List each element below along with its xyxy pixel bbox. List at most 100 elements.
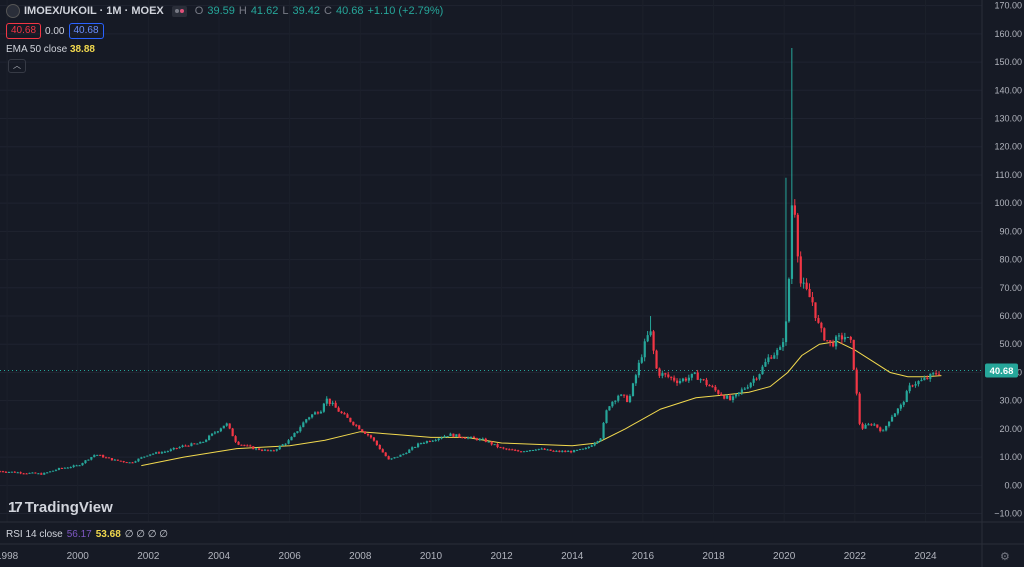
candle-body bbox=[84, 460, 87, 464]
candle-body bbox=[678, 380, 682, 383]
candle-body bbox=[60, 467, 64, 469]
candle-body bbox=[269, 450, 273, 452]
candle-body bbox=[767, 357, 770, 362]
ema-legend[interactable]: EMA 50 close 38.88 bbox=[6, 44, 95, 55]
candle-body bbox=[369, 435, 373, 438]
y-tick-label: 90.00 bbox=[999, 226, 1022, 236]
y-tick-label: 110.00 bbox=[995, 170, 1022, 180]
candle-body bbox=[387, 456, 390, 460]
candle-body bbox=[625, 395, 629, 402]
x-tick-label: 2020 bbox=[773, 551, 796, 562]
chevron-up-icon[interactable]: ︿ bbox=[8, 59, 26, 73]
candle-body bbox=[905, 391, 908, 403]
candle-body bbox=[849, 336, 852, 340]
candle-body bbox=[902, 402, 905, 405]
candle-body bbox=[493, 444, 496, 446]
candle-body bbox=[172, 447, 175, 450]
candle-body bbox=[708, 385, 711, 387]
x-tick-label: 2022 bbox=[844, 551, 867, 562]
candle-body bbox=[422, 442, 426, 444]
candle-body bbox=[207, 435, 211, 440]
candle-body bbox=[160, 452, 164, 454]
symbol-title[interactable]: IMOEX/UKOIL · 1M · MOEX bbox=[24, 5, 164, 17]
rsi-legend[interactable]: RSI 14 close 56.17 53.68 ∅ ∅ ∅ ∅ bbox=[6, 529, 168, 540]
candle-body bbox=[393, 457, 396, 459]
candle-body bbox=[611, 401, 614, 407]
price-boxes: 40.68 0.00 40.68 bbox=[6, 23, 104, 39]
candle-body bbox=[213, 432, 217, 434]
candle-body bbox=[340, 411, 343, 414]
candle-body bbox=[137, 458, 140, 462]
candle-body bbox=[99, 454, 102, 456]
candle-body bbox=[66, 467, 69, 469]
candle-body bbox=[102, 455, 105, 458]
candle-body bbox=[790, 205, 794, 279]
candle-body bbox=[690, 373, 693, 378]
rsi-label: RSI 14 close bbox=[6, 529, 63, 540]
high-value: 41.62 bbox=[250, 5, 279, 17]
candle-body bbox=[935, 373, 938, 375]
candle-body bbox=[764, 361, 767, 367]
open-value: 39.59 bbox=[207, 5, 235, 17]
candle-body bbox=[546, 449, 549, 451]
candle-body bbox=[882, 430, 885, 432]
last-price-label: 40.68 bbox=[990, 366, 1014, 377]
candle-body bbox=[305, 419, 308, 423]
rsi-value: 56.17 bbox=[66, 529, 92, 540]
sell-price-box[interactable]: 40.68 bbox=[6, 23, 42, 39]
tradingview-logo[interactable]: 17 TradingView bbox=[8, 499, 113, 516]
rsi-ma-value: 53.68 bbox=[95, 529, 121, 540]
candle-body bbox=[169, 449, 172, 452]
candle-body bbox=[358, 425, 361, 430]
candle-body bbox=[661, 373, 664, 376]
candle-body bbox=[116, 459, 119, 461]
buy-price-box[interactable]: 40.68 bbox=[68, 23, 104, 39]
candle-body bbox=[599, 438, 602, 442]
candle-body bbox=[346, 414, 349, 418]
candle-body bbox=[49, 471, 52, 473]
candle-body bbox=[837, 335, 841, 337]
candle-body bbox=[896, 408, 900, 414]
candle-body bbox=[484, 438, 487, 442]
candle-body bbox=[511, 449, 514, 451]
status-dots-icon[interactable] bbox=[171, 5, 187, 17]
candle-body bbox=[72, 465, 75, 468]
x-tick-label: 2006 bbox=[279, 551, 302, 562]
candle-body bbox=[110, 458, 114, 461]
candle-body bbox=[134, 461, 137, 463]
candle-body bbox=[281, 444, 284, 447]
candle-body bbox=[81, 463, 84, 466]
y-tick-label: 150.00 bbox=[994, 57, 1022, 67]
candle-body bbox=[0, 471, 2, 473]
candle-body bbox=[437, 438, 440, 441]
candle-body bbox=[131, 462, 134, 464]
candle-body bbox=[743, 388, 746, 390]
candle-body bbox=[478, 438, 482, 441]
x-tick-label: 2012 bbox=[490, 551, 513, 562]
candle-body bbox=[446, 436, 449, 438]
candle-body bbox=[534, 449, 537, 451]
candle-body bbox=[381, 449, 384, 453]
candle-body bbox=[714, 386, 717, 391]
gear-icon[interactable]: ⚙ bbox=[1000, 551, 1010, 563]
candle-body bbox=[122, 461, 125, 463]
candle-body bbox=[908, 385, 911, 392]
candle-body bbox=[234, 436, 237, 442]
candle-body bbox=[517, 450, 520, 452]
candle-body bbox=[464, 437, 467, 439]
candle-body bbox=[876, 424, 879, 428]
candle-body bbox=[222, 425, 225, 429]
last-price-label-bg bbox=[985, 363, 1018, 378]
candle-body bbox=[693, 372, 696, 374]
y-tick-label: 20.00 bbox=[999, 424, 1022, 434]
candle-body bbox=[805, 282, 808, 289]
candle-body bbox=[1, 471, 5, 473]
candle-body bbox=[631, 383, 635, 397]
candle-body bbox=[655, 350, 658, 369]
candle-body bbox=[531, 449, 534, 451]
candle-body bbox=[846, 336, 849, 338]
candle-body bbox=[78, 465, 81, 467]
x-tick-label: 2010 bbox=[420, 551, 443, 562]
candle-body bbox=[737, 392, 741, 394]
